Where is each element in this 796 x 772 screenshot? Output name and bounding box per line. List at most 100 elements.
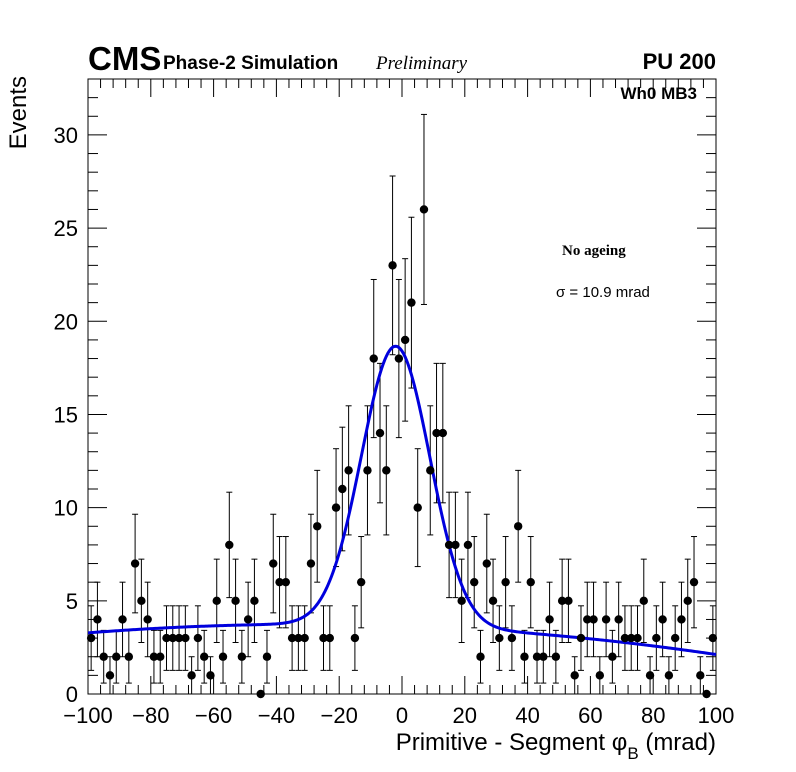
data-point xyxy=(143,615,152,624)
data-point xyxy=(294,633,303,643)
x-tick-label: 60 xyxy=(578,703,602,728)
data-point xyxy=(225,540,234,550)
data-point xyxy=(174,633,184,643)
data-point xyxy=(513,522,523,531)
data-point xyxy=(181,633,190,643)
region-label: Wh0 MB3 xyxy=(621,84,698,103)
data-point xyxy=(137,596,146,606)
preliminary-label: Preliminary xyxy=(375,53,468,74)
data-point xyxy=(413,503,422,512)
y-axis-label: Events xyxy=(5,76,32,149)
data-point xyxy=(652,633,661,643)
data-point xyxy=(608,652,617,661)
data-point xyxy=(601,615,611,624)
y-tick-label: 30 xyxy=(54,123,78,148)
y-tick-label: 15 xyxy=(54,402,78,427)
data-point xyxy=(388,261,397,270)
x-tick-label: −60 xyxy=(195,703,232,728)
data-point xyxy=(350,633,360,643)
data-point xyxy=(708,633,718,643)
data-point xyxy=(532,652,542,661)
x-tick-label: −20 xyxy=(321,703,358,728)
data-point xyxy=(149,652,159,661)
data-point xyxy=(187,671,196,680)
data-point xyxy=(476,652,485,661)
data-point xyxy=(99,652,108,661)
data-point xyxy=(319,633,328,643)
y-tick-label: 0 xyxy=(66,682,78,707)
ageing-label: No ageing xyxy=(562,243,626,259)
data-point xyxy=(93,615,102,624)
data-point xyxy=(407,298,416,307)
data-point xyxy=(306,559,316,568)
data-point xyxy=(375,428,385,438)
data-point xyxy=(262,652,272,661)
data-point xyxy=(457,596,466,606)
data-point xyxy=(400,335,410,345)
data-point xyxy=(363,466,372,475)
data-point xyxy=(627,633,636,643)
data-point xyxy=(507,633,517,643)
phase2-simulation-label: Phase-2 Simulation xyxy=(163,53,338,74)
data-point xyxy=(344,466,353,475)
data-point xyxy=(557,596,567,606)
x-tick-label: 0 xyxy=(396,703,408,728)
data-point xyxy=(539,652,548,661)
data-point xyxy=(237,652,247,661)
data-point xyxy=(130,559,140,568)
data-point xyxy=(658,615,667,624)
x-tick-label: 40 xyxy=(515,703,539,728)
data-point xyxy=(199,652,209,661)
tick-labels: −100 −80 −60 −40 −20 0 20 40 60 80 100 0 5 10 15 20 25 30 xyxy=(54,123,735,728)
data-point xyxy=(168,633,177,643)
data-point xyxy=(595,671,605,680)
data-point xyxy=(444,540,454,550)
data-point xyxy=(269,559,278,568)
x-tick-label: −100 xyxy=(63,703,113,728)
data-point xyxy=(356,577,366,587)
y-tick-label: 25 xyxy=(54,216,78,241)
y-tick-label: 20 xyxy=(54,309,78,334)
data-point xyxy=(689,577,699,587)
y-tick-label: 5 xyxy=(66,589,78,614)
data-point xyxy=(463,540,473,550)
data-point xyxy=(520,652,529,661)
data-point xyxy=(124,652,134,661)
data-point xyxy=(112,652,121,661)
data-point xyxy=(670,633,680,643)
data-point xyxy=(645,671,655,680)
data-point xyxy=(394,354,404,363)
data-point xyxy=(331,503,341,512)
fit-curve xyxy=(87,344,717,656)
data-point xyxy=(86,633,96,643)
cms-label: CMS xyxy=(88,40,161,77)
data-point xyxy=(526,577,535,587)
data-point xyxy=(275,577,284,587)
data-point xyxy=(488,596,498,606)
x-tick-label: 80 xyxy=(641,703,665,728)
sigma-label: σ = 10.9 mrad xyxy=(556,284,650,301)
axis-ticks xyxy=(87,78,717,695)
data-point xyxy=(156,652,165,661)
data-point xyxy=(250,596,259,606)
data-point xyxy=(369,354,378,363)
data-point xyxy=(589,615,598,624)
data-point xyxy=(677,615,686,624)
data-point xyxy=(300,633,309,643)
data-point xyxy=(620,633,630,643)
x-tick-label: −80 xyxy=(132,703,169,728)
data-point xyxy=(614,615,623,624)
x-tick-label: 20 xyxy=(453,703,477,728)
data-point xyxy=(231,596,240,606)
data-point xyxy=(482,559,491,568)
data-point xyxy=(683,596,692,606)
x-axis-label: Primitive - Segment φB (mrad) xyxy=(396,729,716,763)
data-point xyxy=(206,671,215,680)
x-axis-label-main: Primitive - Segment φ xyxy=(396,729,628,756)
data-point xyxy=(551,652,561,661)
data-point xyxy=(633,633,642,643)
data-point xyxy=(696,671,705,680)
data-point xyxy=(281,577,291,587)
data-point xyxy=(243,615,253,624)
